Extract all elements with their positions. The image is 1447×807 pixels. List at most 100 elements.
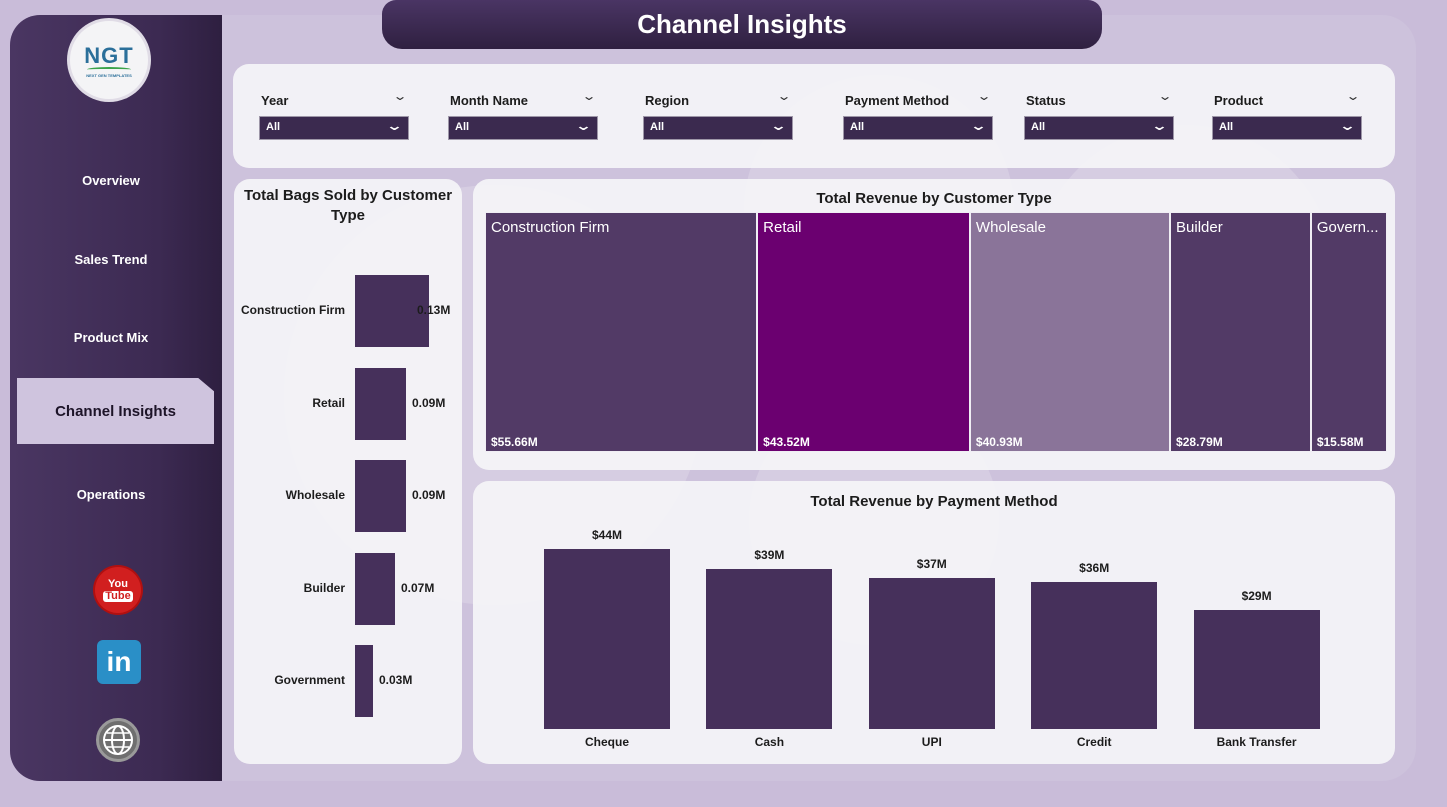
page-title: Channel Insights [382,0,1102,49]
chart-title: Total Revenue by Payment Method [810,493,1058,510]
logo-subtitle: NEXT GEN TEMPLATES [86,72,132,78]
bar-row-wholesale[interactable]: Wholesale 0.09M [234,460,462,532]
chevron-down-icon: ⌄ [385,118,404,133]
bar-value-label: 0.09M [412,395,446,410]
chart-title: Total Revenue by Customer Type [816,190,1052,207]
bar-value-label: $39M [754,548,785,563]
nav-item-overview[interactable]: Overview [82,172,140,188]
bar-wholesale[interactable] [355,460,406,532]
nav-item-sales-trend[interactable]: Sales Trend [74,251,148,267]
bar-category-label: Construction Firm [241,303,345,317]
chevron-down-icon: ⌄ [1150,118,1169,133]
bar-category-label: Credit [1076,735,1112,749]
bar-government[interactable] [355,645,373,717]
chevron-down-icon[interactable]: ⌄ [581,89,597,103]
treemap-cell-value: $28.79M [1176,435,1223,449]
bar-retail[interactable] [355,367,406,440]
logo-swoosh [87,66,131,72]
treemap-cell-label: Builder [1176,219,1223,236]
bar-value-label: 0.13M [417,303,451,317]
bar-row-builder[interactable]: Builder 0.07M [234,552,462,625]
treemap-cell-label: Wholesale [975,219,1046,236]
filter-label: Product [1214,93,1264,108]
nav-item-product-mix[interactable]: Product Mix [73,329,149,345]
bar-value-label: $29M [1241,589,1272,604]
chevron-down-icon: ⌄ [574,118,593,133]
bar-value-label: 0.09M [412,488,446,502]
bar-row-government[interactable]: Government 0.03M [234,645,462,717]
bags-sold-chart-card: Total Bags Sold by Customer Type Constru… [234,179,462,764]
filter-value: All [1031,121,1046,133]
bar-cash[interactable] [706,569,833,729]
filter-label: Month Name [450,93,528,108]
treemap-cell-builder[interactable]: Builder $28.79M [1170,212,1311,452]
treemap-cell-construction-firm[interactable]: Construction Firm $55.66M [485,212,758,452]
treemap-cell-govern[interactable]: Govern... $15.58M [1310,212,1387,452]
chevron-down-icon: ⌄ [969,118,988,133]
chevron-down-icon: ⌄ [769,118,788,133]
chevron-down-icon[interactable]: ⌄ [1157,89,1173,103]
bar-value-label: 0.03M [379,673,413,687]
logo-text: NGT [84,42,134,68]
filter-dropdown[interactable]: All ⌄ [843,116,993,140]
treemap-cell-label: Construction Firm [491,219,610,236]
youtube-icon-text-top: You [108,577,128,590]
filter-dropdown[interactable]: All ⌄ [448,116,598,140]
filter-label: Status [1026,93,1066,108]
filter-panel: Year ⌄ All ⌄ Month Name ⌄ All ⌄ Region ⌄ A… [233,64,1395,168]
bar-builder[interactable] [355,552,395,625]
nav-item-operations[interactable]: Operations [76,486,146,502]
youtube-icon[interactable]: You Tube [95,567,141,613]
filter-value: All [1219,121,1234,133]
filter-label: Year [261,93,289,108]
bar-category-label: Wholesale [285,488,345,502]
chart-title: Total Bags Sold by Customer Type [243,187,453,224]
filter-value: All [850,121,865,133]
filter-value: All [266,121,281,133]
bar-category-label: Bank Transfer [1216,735,1297,749]
website-globe-icon[interactable] [96,718,140,762]
chevron-down-icon[interactable]: ⌄ [976,89,992,103]
treemap-cell-value: $43.52M [763,435,810,449]
filter-dropdown[interactable]: All ⌄ [643,116,793,140]
filter-label: Region [645,93,690,108]
chevron-down-icon[interactable]: ⌄ [392,89,408,103]
treemap-cell-wholesale[interactable]: Wholesale $40.93M [969,212,1171,452]
filter-label: Payment Method [845,93,950,108]
revenue-by-customer-type-card: Total Revenue by Customer Type Construct… [473,179,1395,470]
filter-value: All [650,121,665,133]
filter-dropdown[interactable]: All ⌄ [1212,116,1362,140]
bar-value-label: $37M [916,556,947,571]
bar-bank-transfer[interactable] [1193,610,1320,729]
chevron-down-icon[interactable]: ⌄ [776,89,792,103]
company-logo[interactable]: NGT NEXT GEN TEMPLATES [70,21,148,99]
treemap-cell-value: $40.93M [975,435,1023,449]
bar-category-label: Cheque [584,735,629,749]
treemap-cell-value: $15.58M [1316,435,1364,449]
bar-row-retail[interactable]: Retail 0.09M [234,367,462,440]
linkedin-icon[interactable]: in [97,640,141,684]
filter-dropdown[interactable]: All ⌄ [1024,116,1174,140]
bar-category-label: Retail [312,395,345,410]
bar-cheque[interactable] [544,549,670,729]
bar-category-label: Builder [303,580,345,595]
filter-dropdown[interactable]: All ⌄ [259,116,409,140]
revenue-by-payment-method-card: Total Revenue by Payment Method $44M Cheq… [473,481,1395,764]
globe-icon [103,725,133,755]
bar-category-label: UPI [921,735,942,749]
bar-construction-firm[interactable] [355,275,429,347]
nav-item-channel-insights[interactable]: Channel Insights [17,378,214,444]
chevron-down-icon[interactable]: ⌄ [1345,89,1361,103]
bar-category-label: Cash [754,735,785,749]
bar-value-label: $36M [1079,560,1110,575]
bar-value-label: $44M [591,528,623,542]
bar-value-label: 0.07M [401,580,435,595]
bar-credit[interactable] [1031,581,1158,729]
treemap-cell-label: Retail [763,219,802,236]
treemap-cell-retail[interactable]: Retail $43.52M [757,212,970,452]
youtube-icon-text-bottom: Tube [103,589,133,602]
bar-row-construction-firm[interactable]: Construction Firm 0.13M [234,275,462,347]
bar-category-label: Government [274,673,345,687]
treemap-cell-value: $55.66M [491,435,538,449]
bar-upi[interactable] [868,577,995,729]
